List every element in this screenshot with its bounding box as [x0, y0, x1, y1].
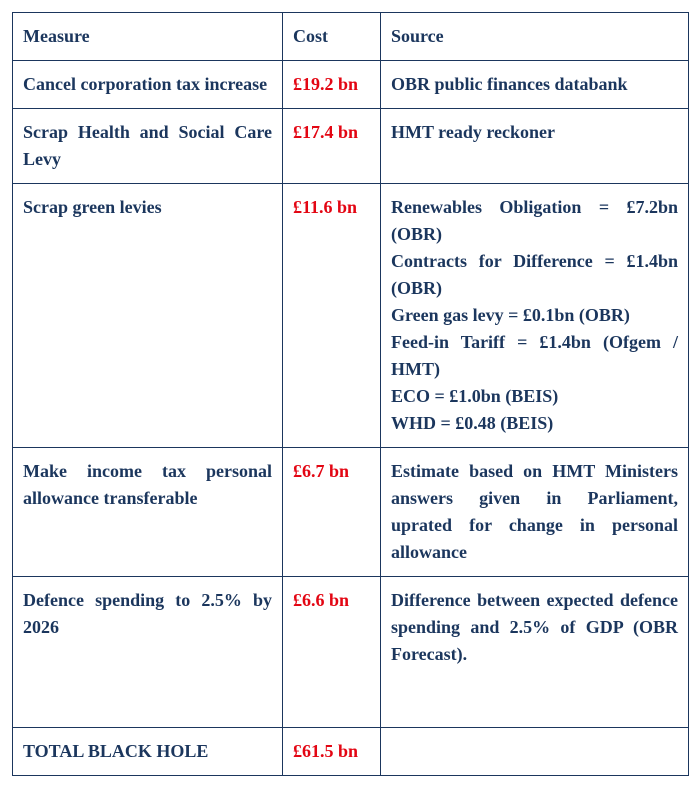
table-row: Defence spending to 2.5% by 2026£6.6 bnD…	[13, 577, 689, 728]
cost-cell: £19.2 bn	[283, 61, 381, 109]
header-source: Source	[381, 13, 689, 61]
source-cell: HMT ready reckoner	[381, 109, 689, 184]
source-cell: Estimate based on HMT Ministers answers …	[381, 448, 689, 577]
measure-cell: Cancel corporation tax increase	[13, 61, 283, 109]
table-row: Make income tax personal allowance trans…	[13, 448, 689, 577]
cost-cell: £6.6 bn	[283, 577, 381, 728]
header-cost: Cost	[283, 13, 381, 61]
table-row: Scrap green levies£11.6 bnRenewables Obl…	[13, 184, 689, 448]
table-row: Scrap Health and Social Care Levy£17.4 b…	[13, 109, 689, 184]
measure-cell: Defence spending to 2.5% by 2026	[13, 577, 283, 728]
source-cell	[381, 728, 689, 776]
source-cell: Difference between expected defence spen…	[381, 577, 689, 728]
header-row: Measure Cost Source	[13, 13, 689, 61]
measure-cell: Make income tax personal allowance trans…	[13, 448, 283, 577]
cost-table: Measure Cost Source Cancel corporation t…	[12, 12, 689, 776]
cost-cell: £11.6 bn	[283, 184, 381, 448]
cost-cell: £17.4 bn	[283, 109, 381, 184]
cost-cell: £6.7 bn	[283, 448, 381, 577]
measure-cell: TOTAL BLACK HOLE	[13, 728, 283, 776]
table-body: Cancel corporation tax increase£19.2 bnO…	[13, 61, 689, 776]
cost-cell: £61.5 bn	[283, 728, 381, 776]
measure-cell: Scrap Health and Social Care Levy	[13, 109, 283, 184]
measure-cell: Scrap green levies	[13, 184, 283, 448]
table-row: TOTAL BLACK HOLE£61.5 bn	[13, 728, 689, 776]
header-measure: Measure	[13, 13, 283, 61]
source-cell: OBR public finances databank	[381, 61, 689, 109]
table-row: Cancel corporation tax increase£19.2 bnO…	[13, 61, 689, 109]
source-cell: Renewables Obligation = £7.2bn (OBR)Cont…	[381, 184, 689, 448]
